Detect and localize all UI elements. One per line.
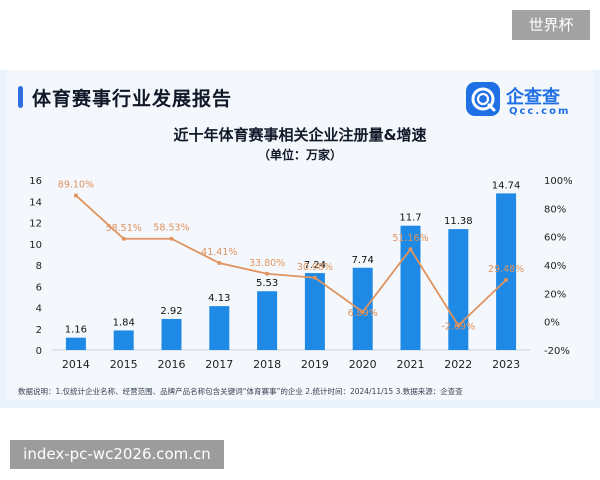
growth-point — [217, 261, 222, 266]
y-right-tick-label: 80% — [544, 204, 566, 215]
growth-point — [312, 275, 317, 280]
qcc-logo-sub: Qcc.com — [509, 106, 571, 117]
y-left-tick-label: 16 — [29, 176, 42, 187]
x-tick-label: 2017 — [205, 358, 233, 371]
watermark-top: 世界杯 — [512, 10, 590, 40]
bar-value-label: 11.38 — [444, 216, 473, 227]
report-inner-panel — [6, 70, 594, 400]
qcc-logo-text: 企查查 — [506, 87, 560, 108]
y-left-tick-label: 2 — [36, 325, 42, 336]
bar — [161, 318, 182, 350]
growth-point — [456, 323, 461, 328]
y-right-tick-label: 100% — [544, 176, 573, 187]
y-left-tick-label: 6 — [36, 282, 42, 293]
chart-subtitle: （单位：万家） — [257, 148, 342, 162]
bar-value-label: 14.74 — [492, 180, 521, 191]
bar-value-label: 5.53 — [256, 278, 278, 289]
bar — [113, 330, 134, 350]
y-left-tick-label: 4 — [36, 304, 42, 315]
bar-value-label: 2.92 — [160, 306, 182, 317]
growth-point — [121, 236, 126, 241]
bar-value-label: 1.16 — [65, 325, 87, 336]
qcc-logo-icon — [466, 82, 500, 116]
bar — [304, 273, 325, 350]
bar-value-label: 7.74 — [352, 255, 374, 266]
growth-value-label: 30.98% — [297, 262, 333, 273]
growth-point — [73, 193, 78, 198]
growth-point — [265, 271, 270, 276]
growth-value-label: -2.69% — [441, 321, 475, 332]
bar — [209, 306, 230, 350]
x-tick-label: 2021 — [397, 358, 425, 371]
y-right-tick-label: 0% — [544, 318, 560, 329]
bar-value-label: 1.84 — [113, 317, 135, 328]
growth-value-label: 58.53% — [153, 223, 189, 234]
x-tick-label: 2018 — [253, 358, 281, 371]
y-right-tick-label: -20% — [544, 346, 570, 357]
y-left-tick-label: 8 — [36, 261, 42, 272]
bar — [65, 337, 86, 350]
bar — [257, 291, 278, 350]
chart-title: 近十年体育赛事相关企业注册量&增速 — [173, 126, 427, 144]
report-title: 体育赛事行业发展报告 — [32, 88, 233, 110]
growth-value-label: 29.48% — [488, 264, 524, 275]
growth-point — [504, 277, 509, 282]
growth-point — [360, 309, 365, 314]
bar — [400, 225, 421, 350]
growth-value-label: 51.16% — [392, 233, 428, 244]
growth-value-label: 33.80% — [249, 258, 285, 269]
x-tick-label: 2023 — [492, 358, 520, 371]
x-tick-label: 2020 — [349, 358, 377, 371]
growth-value-label: 58.51% — [106, 223, 142, 234]
growth-point — [169, 236, 174, 241]
watermark-bottom: index-pc-wc2026.com.cn — [10, 440, 224, 469]
x-tick-label: 2022 — [444, 358, 472, 371]
bar — [496, 193, 517, 350]
growth-value-label: 89.10% — [58, 179, 94, 190]
growth-point — [408, 247, 413, 252]
bar-value-label: 11.7 — [399, 213, 421, 224]
qcc-logo: 企查查 Qcc.com — [466, 80, 584, 122]
x-tick-label: 2014 — [62, 358, 90, 371]
y-left-tick-label: 14 — [29, 197, 42, 208]
bar-value-label: 4.13 — [208, 293, 230, 304]
growth-value-label: 41.41% — [201, 247, 237, 258]
growth-value-label: 6.89% — [348, 308, 378, 319]
y-right-tick-label: 40% — [544, 261, 566, 272]
y-left-tick-label: 12 — [29, 219, 42, 230]
y-right-tick-label: 60% — [544, 233, 566, 244]
bar-value-label: 7.24 — [304, 260, 326, 271]
x-tick-label: 2015 — [110, 358, 138, 371]
growth-line — [75, 194, 507, 327]
y-left-tick-label: 10 — [29, 240, 42, 251]
x-tick-label: 2016 — [158, 358, 186, 371]
y-left-tick-label: 0 — [36, 346, 42, 357]
title-accent-bar — [18, 86, 23, 108]
footnote: 数据说明：1.仅统计企业名称、经营范围、品牌产品名称包含关键词“体育赛事”的企业… — [18, 387, 463, 396]
bar — [352, 267, 373, 350]
x-tick-label: 2019 — [301, 358, 329, 371]
y-right-tick-label: 20% — [544, 289, 566, 300]
